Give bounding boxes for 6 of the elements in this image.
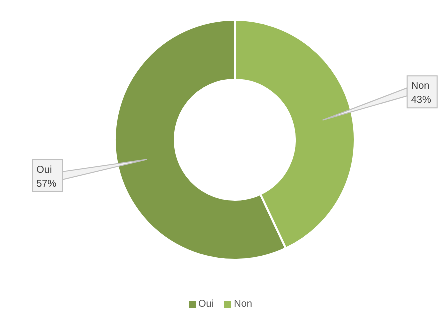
slice-label: Non — [411, 81, 430, 92]
legend-label: Non — [233, 299, 252, 310]
slice-label: Oui — [36, 164, 52, 176]
legend-label: Oui — [198, 299, 214, 310]
data-label: 43% — [411, 95, 432, 106]
data-label: 57% — [36, 178, 57, 190]
